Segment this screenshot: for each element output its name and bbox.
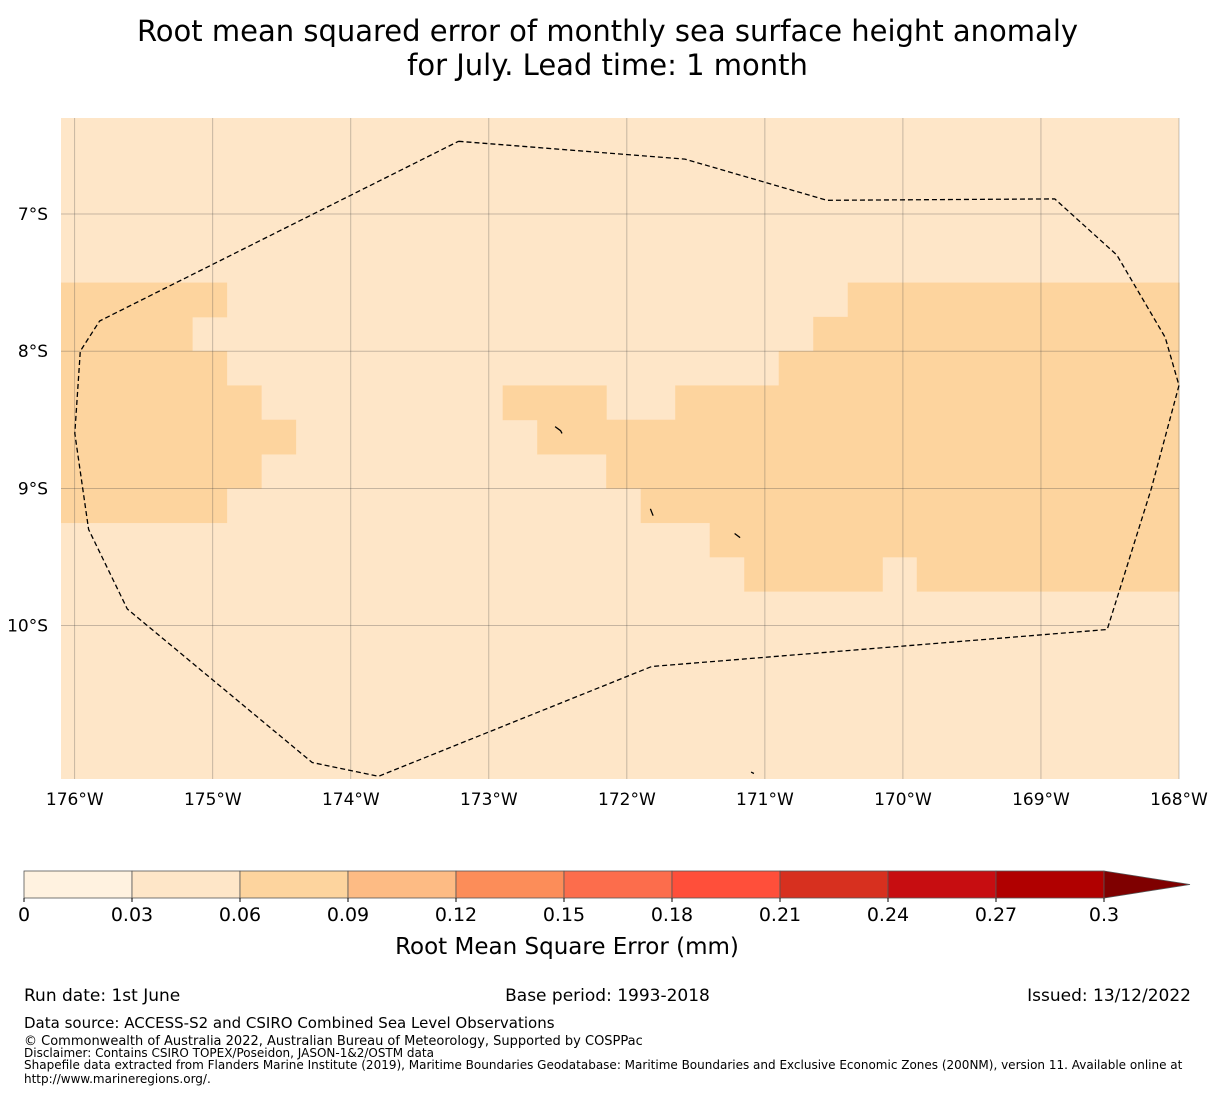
colorbar-tick-label: 0.24 — [867, 904, 909, 926]
x-tick-label: 172°W — [598, 790, 656, 810]
rmse-cell-high — [778, 351, 1180, 386]
colorbar-segment — [671, 870, 781, 899]
x-tick-label: 169°W — [1012, 790, 1070, 810]
rmse-cell-high — [916, 556, 1180, 592]
data-source: Data source: ACCESS-S2 and CSIRO Combine… — [24, 1014, 555, 1032]
rmse-cell-high — [61, 488, 228, 524]
colorbar-segment — [455, 870, 565, 899]
rmse-cell-high — [675, 385, 1180, 421]
colorbar-label: Root Mean Square Error (mm) — [395, 934, 739, 960]
rmse-cell-high — [847, 282, 1180, 318]
base-period: Base period: 1993-2018 — [505, 986, 710, 1006]
rmse-cell-high — [502, 385, 607, 421]
colorbar-tick-label: 0.15 — [543, 904, 585, 926]
x-tick-label: 168°W — [1150, 790, 1208, 810]
chart-svg: 176°W 175°W 174°W 173°W 172°W 171°W 170°W 169°W… — [7, 118, 1208, 960]
chart-title: Root mean squared error of monthly sea s… — [0, 14, 1215, 82]
colorbar-segment — [239, 870, 349, 899]
colorbar-extend-arrow — [1103, 870, 1191, 899]
rmse-cell-high — [61, 453, 262, 489]
colorbar-segment — [563, 870, 673, 899]
colorbar-segment — [887, 870, 997, 899]
colorbar-tick-label: 0.21 — [759, 904, 801, 926]
colorbar-tick-label: 0.06 — [219, 904, 261, 926]
shapefile-note-line-1: Shapefile data extracted from Flanders M… — [24, 1058, 1183, 1072]
colorbar-tick-label: 0.18 — [651, 904, 693, 926]
title-line-1: Root mean squared error of monthly sea s… — [136, 14, 1079, 48]
island-outline — [734, 532, 741, 539]
x-tick-label: 170°W — [874, 790, 932, 810]
y-tick-label: 9°S — [18, 479, 48, 499]
rmse-cell-high — [61, 316, 193, 352]
rmse-cell-high — [537, 419, 607, 455]
colorbar-tick-label: 0 — [18, 904, 30, 926]
rmse-cell-high — [61, 351, 228, 386]
disclaimer: Disclaimer: Contains CSIRO TOPEX/Poseido… — [24, 1046, 434, 1060]
copyright: © Commonwealth of Australia 2022, Austra… — [24, 1034, 643, 1049]
x-tick-label: 171°W — [736, 790, 794, 810]
rmse-cell-high — [640, 488, 1180, 524]
x-tick-label: 175°W — [184, 790, 242, 810]
colorbar-tick-label: 0.3 — [1089, 904, 1119, 926]
island-outline — [649, 508, 654, 516]
y-tick-label: 10°S — [7, 616, 48, 636]
rmse-cell-high — [744, 556, 883, 592]
eez-boundary-line — [74, 140, 1180, 777]
colorbar-segment — [779, 870, 889, 899]
colorbar-tick-label: 0.27 — [975, 904, 1017, 926]
x-tick-label: 174°W — [322, 790, 380, 810]
shapefile-note-line-2: http://www.marineregions.org/. — [24, 1072, 211, 1086]
y-tick-label: 7°S — [18, 205, 48, 225]
colorbar-tick-label: 0.12 — [435, 904, 477, 926]
x-tick-label: 176°W — [46, 790, 104, 810]
colorbar-tick-label: 0.09 — [327, 904, 369, 926]
rmse-cell-high — [61, 282, 228, 318]
x-tick-label: 173°W — [460, 790, 518, 810]
run-date: Run date: 1st June — [24, 986, 181, 1006]
colorbar-segment — [23, 870, 133, 899]
y-tick-label: 8°S — [18, 342, 48, 362]
colorbar-tick-label: 0.03 — [111, 904, 153, 926]
island-outline — [750, 771, 755, 775]
title-line-2: for July. Lead time: 1 month — [407, 48, 808, 82]
island-outline — [554, 426, 563, 434]
issued-date: Issued: 13/12/2022 — [1027, 986, 1191, 1006]
rmse-cell-high — [606, 419, 1180, 489]
rmse-cell-high — [709, 522, 1180, 558]
rmse-cell-high — [61, 385, 262, 421]
colorbar-segment — [131, 870, 241, 899]
colorbar-segment — [347, 870, 457, 899]
rmse-cell-high — [61, 419, 297, 455]
rmse-cell-high — [813, 316, 1180, 352]
colorbar-segment — [995, 870, 1105, 899]
